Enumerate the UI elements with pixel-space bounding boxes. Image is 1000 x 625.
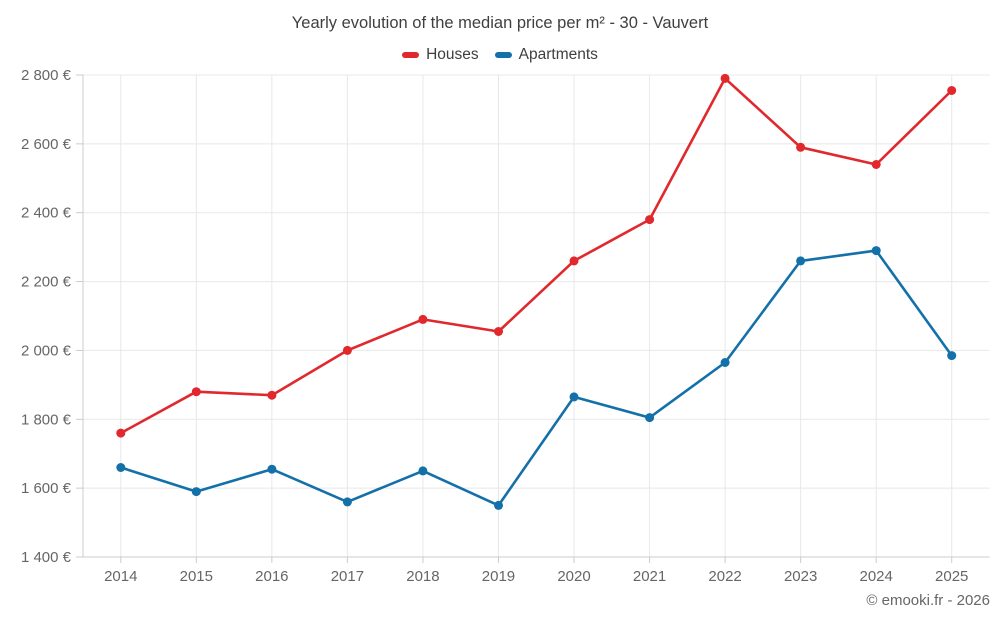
x-axis-label: 2025 <box>935 568 968 585</box>
y-axis-label: 2 800 € <box>21 67 72 84</box>
y-axis-label: 2 000 € <box>21 342 72 359</box>
apartments-data-point[interactable] <box>494 500 503 510</box>
axis-labels: 1 400 € 1 600 € 1 800 € 2 000 € 2 200 € 2 400… <box>21 67 968 585</box>
legend-item-apartments[interactable]: Apartments <box>494 46 598 64</box>
x-axis-label: 2015 <box>180 568 213 585</box>
houses-line <box>119 77 953 435</box>
y-axis-label: 1 600 € <box>21 480 72 497</box>
apartments-data-point[interactable] <box>116 463 126 472</box>
apartments-data-point[interactable] <box>645 413 655 423</box>
apartments-data-point[interactable] <box>720 358 730 367</box>
houses-data-point[interactable] <box>947 86 957 95</box>
x-axis-label: 2024 <box>860 568 893 585</box>
houses-data-point[interactable] <box>267 390 277 400</box>
houses-data-point[interactable] <box>871 160 881 169</box>
houses-data-point[interactable] <box>116 428 126 438</box>
houses-data-point[interactable] <box>342 345 352 355</box>
apartments-swatch-icon <box>494 52 512 58</box>
axes <box>76 74 990 563</box>
apartments-data-point[interactable] <box>871 246 881 256</box>
x-axis-label: 2020 <box>557 568 590 585</box>
apartments-data-point[interactable] <box>191 487 201 497</box>
legend: Houses Apartments <box>0 46 1000 64</box>
x-axis-label: 2018 <box>406 568 439 585</box>
houses-swatch-icon <box>402 52 420 58</box>
houses-data-point[interactable] <box>720 73 730 83</box>
houses-data-point[interactable] <box>569 256 579 266</box>
legend-label-apartments: Apartments <box>518 46 598 63</box>
gridlines <box>83 74 990 558</box>
chart-title: Yearly evolution of the median price per… <box>291 14 709 32</box>
x-axis-label: 2016 <box>255 568 288 585</box>
apartments-data-point[interactable] <box>342 497 352 507</box>
houses-data-point[interactable] <box>191 387 201 397</box>
y-axis-label: 1 400 € <box>21 549 72 566</box>
apartments-series <box>116 246 957 510</box>
x-axis-label: 2022 <box>708 568 741 585</box>
watermark: © emooki.fr - 2026 <box>866 592 990 609</box>
apartments-data-point[interactable] <box>947 351 957 361</box>
y-axis-label: 1 800 € <box>21 411 72 428</box>
x-axis-label: 2019 <box>482 568 515 585</box>
houses-data-point[interactable] <box>645 215 655 225</box>
apartments-data-point[interactable] <box>796 256 806 266</box>
apartments-data-point[interactable] <box>267 464 277 474</box>
apartments-data-point[interactable] <box>569 392 579 402</box>
x-axis-label: 2021 <box>633 568 666 585</box>
y-axis-label: 2 400 € <box>21 205 72 222</box>
houses-data-point[interactable] <box>494 327 503 336</box>
x-axis-label: 2023 <box>784 568 817 585</box>
x-axis-label: 2014 <box>104 568 137 585</box>
houses-data-point[interactable] <box>796 142 806 152</box>
y-axis-label: 2 200 € <box>21 274 72 291</box>
apartments-line <box>119 249 953 507</box>
y-axis-label: 2 600 € <box>21 136 72 153</box>
legend-label-houses: Houses <box>426 46 479 63</box>
x-axis-label: 2017 <box>331 568 364 585</box>
houses-series <box>116 73 957 438</box>
legend-item-houses[interactable]: Houses <box>402 46 479 64</box>
houses-data-point[interactable] <box>418 314 428 324</box>
apartments-data-point[interactable] <box>418 466 428 476</box>
